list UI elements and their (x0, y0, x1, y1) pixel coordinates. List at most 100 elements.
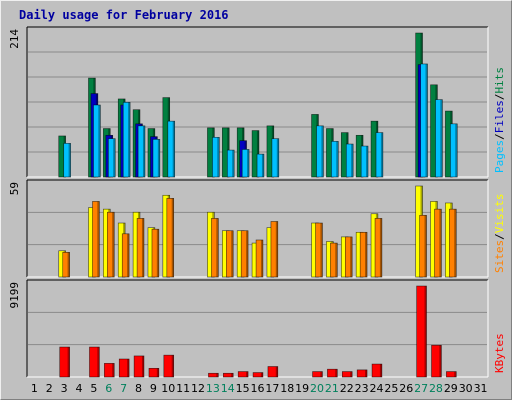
bar-kbytes-kbytes-day-27-shade (424, 286, 427, 377)
bar-visitors-sites-day-29-shade (454, 209, 457, 277)
bar-traffic-hits-day-10 (162, 97, 170, 177)
bar-kbytes-kbytes-day-6-shade (112, 363, 115, 377)
bar-kbytes-kbytes-day-13-edge (208, 372, 219, 378)
bar-kbytes-kbytes-day-28 (431, 345, 442, 377)
bar-kbytes-kbytes-day-14-edge (223, 372, 234, 378)
bar-kbytes-kbytes-day-23-shade (365, 369, 368, 377)
x-tick-label-day-19: 19 (295, 382, 309, 395)
bar-visitors-visits-day-7 (118, 223, 126, 277)
bar-visitors-sites-day-6-shade (112, 212, 115, 277)
x-tick-label-day-11: 11 (176, 382, 190, 395)
bar-visitors-sites-day-27-shade (424, 215, 427, 277)
bar-visitors-sites-day-22-shade (350, 236, 353, 277)
bar-traffic-pages-day-27-edge (420, 63, 428, 178)
bar-kbytes-kbytes-day-20-edge (312, 371, 323, 378)
bar-kbytes-kbytes-day-5-edge (89, 346, 100, 378)
panel-traffic-legend-item: / (493, 133, 506, 140)
bar-traffic-pages-day-21-edge (331, 141, 339, 178)
bar-traffic-pages-day-15 (242, 149, 250, 177)
bar-visitors-visits-day-20 (311, 223, 319, 277)
bar-kbytes-kbytes-day-7-edge (118, 358, 130, 378)
bar-visitors-sites-day-7-shade (127, 233, 130, 277)
bar-visitors-sites-day-5-shade (97, 201, 100, 277)
bar-traffic-pages-day-29-shade (455, 123, 458, 177)
bar-visitors-sites-day-10 (166, 198, 174, 277)
bar-kbytes-kbytes-day-20 (312, 371, 323, 377)
bar-visitors-sites-day-24-edge (374, 218, 383, 278)
bar-visitors-visits-day-9 (147, 227, 155, 277)
bar-visitors-sites-day-16 (256, 239, 263, 277)
x-tick-label-day-6: 6 (105, 382, 112, 395)
bar-kbytes-kbytes-day-24 (372, 364, 382, 377)
panel-visitors-legend-item: Sites (493, 240, 506, 273)
bar-kbytes-kbytes-day-28-shade (439, 345, 442, 377)
bar-traffic-pages-day-5-shade (98, 105, 101, 177)
bar-visitors-sites-day-9-shade (156, 229, 159, 277)
bar-visitors-sites-day-7 (122, 233, 130, 277)
bar-traffic-pages-day-22-edge (345, 143, 354, 178)
bar-traffic-pages-day-13 (212, 137, 220, 177)
panel-traffic-legend-item: Pages (493, 140, 506, 173)
bar-visitors-sites-day-13 (211, 218, 219, 277)
bar-traffic-hits-day-13 (207, 127, 215, 177)
bar-kbytes-kbytes-day-16-shade (260, 372, 263, 377)
bar-kbytes-kbytes-day-13 (208, 373, 219, 377)
bar-visitors-sites-day-9 (151, 229, 159, 277)
bar-traffic-pages-day-24-edge (375, 132, 384, 178)
bar-traffic-pages-day-21 (331, 141, 339, 177)
bar-visitors-sites-day-23-shade (365, 232, 368, 277)
bar-traffic-hits-day-21 (326, 128, 334, 177)
x-tick-label-day-22: 22 (340, 382, 354, 395)
panel-visitors-legend-item: Visits (493, 194, 506, 234)
bar-traffic-pages-day-8-shade (142, 125, 145, 177)
bar-traffic-pages-day-16-shade (261, 154, 264, 177)
panel-traffic-legend-item: / (493, 94, 506, 101)
bar-visitors-visits-day-3 (58, 250, 66, 277)
bar-traffic-hits-day-16-edge (251, 130, 260, 178)
bar-kbytes-kbytes-day-8-shade (141, 355, 144, 377)
bar-visitors-sites-day-5-edge (92, 201, 100, 278)
x-tick-label-day-30: 30 (459, 382, 473, 395)
bar-traffic-hits-day-24 (371, 121, 378, 177)
bar-visitors-sites-day-15-edge (240, 230, 249, 278)
bar-traffic-pages-day-16-edge (256, 153, 265, 178)
bar-kbytes-kbytes-day-10-edge (163, 354, 175, 378)
x-tick-label-day-13: 13 (206, 382, 220, 395)
panel-kbytes-ymax-label: 9199 (8, 282, 21, 309)
chart-title: Daily usage for February 2016 (19, 8, 229, 22)
bar-visitors-visits-day-28 (430, 201, 438, 277)
bar-traffic-pages-day-3-edge (63, 143, 71, 178)
bar-kbytes-kbytes-day-9-edge (148, 367, 160, 378)
bar-visitors-visits-day-29 (445, 202, 453, 277)
bar-kbytes-kbytes-day-21-edge (327, 368, 338, 378)
bar-visitors-sites-day-21-edge (330, 242, 338, 278)
bar-traffic-pages-day-28 (435, 99, 443, 177)
bar-traffic-pages-day-6-edge (108, 138, 116, 178)
bar-kbytes-kbytes-day-13-shade (216, 373, 219, 377)
bar-kbytes-kbytes-day-15-shade (246, 371, 249, 377)
bar-traffic-pages-day-24 (376, 132, 383, 177)
x-tick-label-day-9: 9 (150, 382, 157, 395)
bar-traffic-pages-day-23-shade (366, 146, 369, 177)
bar-kbytes-kbytes-day-24-edge (371, 363, 383, 378)
bar-visitors-sites-day-3-shade (67, 252, 70, 277)
x-tick-label-day-16: 16 (251, 382, 265, 395)
bar-visitors-sites-day-23 (360, 232, 368, 277)
bar-traffic-pages-day-3-shade (68, 143, 71, 177)
bar-traffic-pages-day-29-edge (450, 123, 458, 178)
bar-kbytes-kbytes-day-21 (327, 369, 338, 377)
bar-visitors-sites-day-29-edge (449, 208, 457, 278)
bar-traffic-pages-day-8 (138, 125, 145, 177)
bar-kbytes-kbytes-day-17-edge (267, 366, 279, 378)
bar-kbytes-kbytes-day-16-edge (252, 372, 264, 378)
x-tick-label-day-8: 8 (135, 382, 142, 395)
bar-visitors-sites-day-5 (92, 201, 100, 277)
bar-kbytes-kbytes-day-14-shade (231, 373, 234, 377)
bar-visitors-sites-day-8-edge (136, 218, 145, 278)
bar-visitors-visits-day-10 (162, 195, 170, 277)
bar-kbytes-kbytes-day-24-shade (379, 364, 382, 377)
bar-visitors-sites-day-24 (375, 218, 382, 277)
x-tick-label-day-18: 18 (280, 382, 294, 395)
bar-kbytes-kbytes-day-17-shade (275, 366, 278, 377)
panel-visitors-legend-item: / (493, 233, 506, 240)
